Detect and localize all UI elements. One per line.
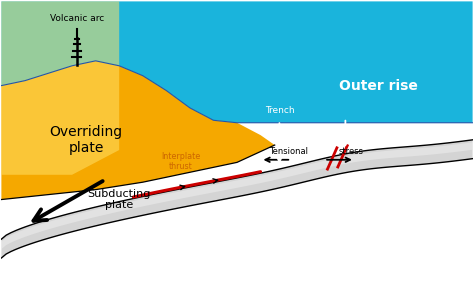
Text: Overriding
plate: Overriding plate [50,125,123,155]
Polygon shape [1,2,119,175]
Text: Trench: Trench [264,106,294,115]
Polygon shape [1,142,473,249]
Text: Tensional: Tensional [269,147,308,156]
Polygon shape [1,61,275,200]
Text: Volcanic arc: Volcanic arc [50,14,104,23]
Text: Outer rise: Outer rise [339,79,418,93]
Polygon shape [1,140,473,258]
Polygon shape [1,2,473,123]
Text: Interplate
thrust: Interplate thrust [161,152,200,172]
Text: stress: stress [338,147,363,156]
Text: Subducting
plate: Subducting plate [88,189,151,210]
